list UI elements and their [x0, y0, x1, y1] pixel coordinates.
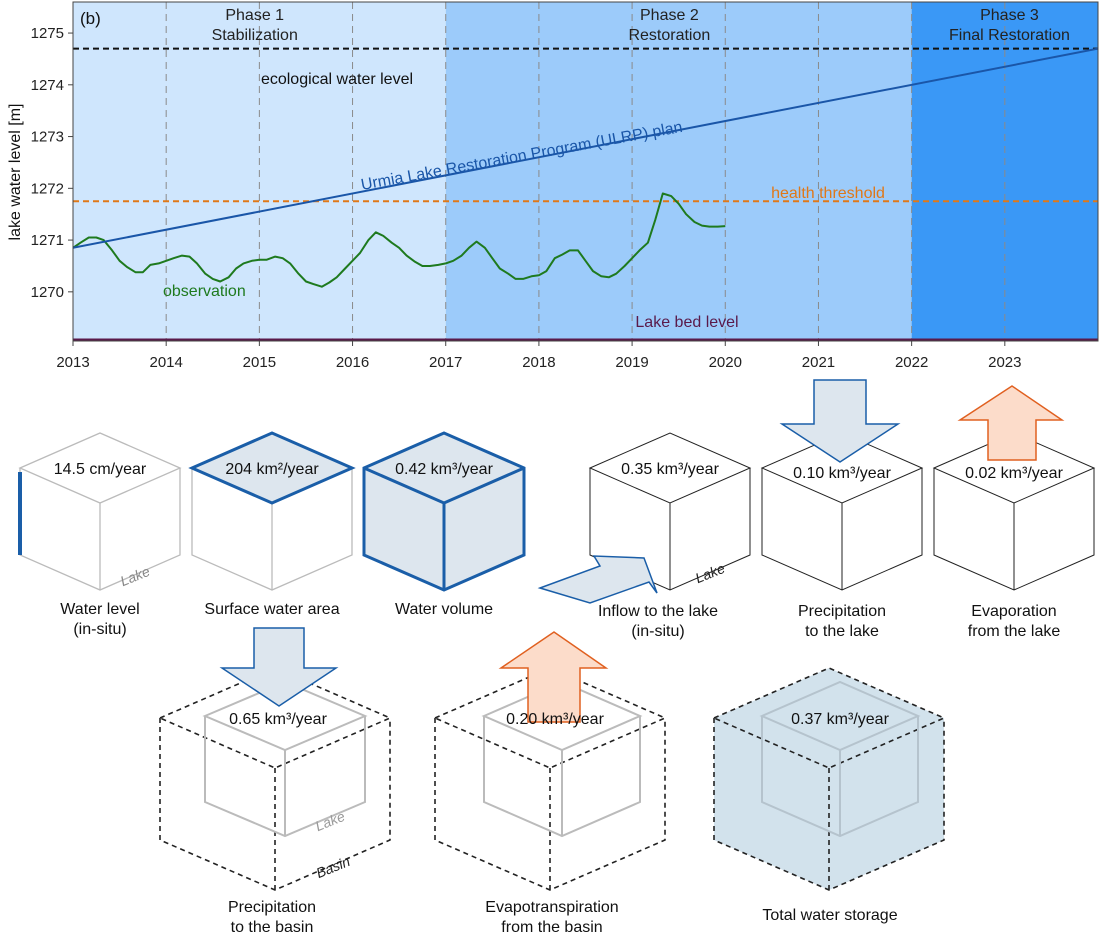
phase-1-subtitle: Stabilization: [212, 27, 298, 44]
x-tick-label: 2013: [56, 354, 89, 371]
total-storage-caption: Total water storage: [762, 907, 897, 924]
plot-frame: [72, 1, 1099, 342]
x-tick-label: 2016: [336, 354, 369, 371]
x-tick-label: 2021: [802, 354, 835, 371]
evapotrans-basin-value: 0.20 km³/year: [506, 711, 604, 728]
series-line-0: [73, 192, 726, 288]
evapotrans-basin-caption-1: Evapotranspiration: [485, 899, 618, 916]
water-level-caption-2: (in-situ): [73, 621, 126, 638]
evap-lake-arrow-icon: [957, 385, 1065, 461]
inflow-caption-1: Inflow to the lake: [598, 603, 718, 620]
water-volume-value: 0.42 km³/year: [395, 461, 493, 478]
water-level-cube: Lake: [18, 432, 182, 591]
x-tick-label: 2023: [988, 354, 1021, 371]
water-budget-diagram: Lake 14.5 cm/year Water level (in-situ) …: [18, 379, 1096, 936]
y-tick-label: 1274: [31, 77, 64, 94]
x-tick-label: 2022: [895, 354, 928, 371]
inflow-value: 0.35 km³/year: [621, 461, 719, 478]
total-storage-value: 0.37 km³/year: [791, 711, 889, 728]
phase-2-band: [445, 2, 912, 341]
surface-area-cube: [188, 431, 356, 591]
x-tick-label: 2014: [149, 354, 182, 371]
x-tick-label: 2017: [429, 354, 462, 371]
basin-lake-word: Lake: [313, 808, 347, 834]
y-tick-label: 1275: [31, 25, 64, 42]
y-tick-label: 1273: [31, 129, 64, 146]
precip-lake-arrow-icon: [779, 379, 901, 463]
phase-2-subtitle: Restoration: [628, 27, 710, 44]
phase-2-title: Phase 2: [640, 7, 699, 24]
phase-1-title: Phase 1: [225, 7, 284, 24]
y-tick-label: 1272: [31, 180, 64, 197]
ecological-level-label: ecological water level: [261, 71, 413, 88]
precip-lake-caption-2: to the lake: [805, 623, 879, 640]
surface-area-caption: Surface water area: [204, 601, 339, 618]
water-level-chart: 1270 1271 1272 1273 1274 1275 2013 2014 2015 201…: [7, 1, 1099, 371]
evap-lake-value: 0.02 km³/year: [965, 465, 1063, 482]
precip-basin-arrow-icon: [219, 627, 339, 707]
y-tick-label: 1270: [31, 284, 64, 301]
evap-lake-caption-1: Evaporation: [971, 603, 1056, 620]
lake-word: Lake: [118, 563, 152, 589]
series-line-1: [73, 47, 1098, 249]
inflow-caption-2: (in-situ): [631, 623, 684, 640]
water-level-value: 14.5 cm/year: [54, 461, 147, 478]
health-threshold-label: health threshold: [771, 185, 885, 202]
x-tick-label: 2019: [615, 354, 648, 371]
precip-basin-caption-1: Precipitation: [228, 899, 316, 916]
x-tick-label: 2015: [243, 354, 276, 371]
water-volume-caption: Water volume: [395, 601, 493, 618]
inflow-arrow-icon: [537, 555, 658, 604]
precip-lake-caption-1: Precipitation: [798, 603, 886, 620]
precip-basin-caption-2: to the basin: [231, 919, 314, 936]
phase-3-subtitle: Final Restoration: [949, 27, 1070, 44]
x-tick-label: 2018: [522, 354, 555, 371]
evap-lake-caption-2: from the lake: [968, 623, 1061, 640]
total-storage-cube: [711, 667, 947, 891]
basin-word: Basin: [314, 853, 353, 881]
water-level-caption-1: Water level: [60, 601, 139, 618]
evapotrans-basin-arrow-icon: [498, 631, 609, 723]
panel-label: (b): [80, 9, 101, 28]
precip-basin-value: 0.65 km³/year: [229, 711, 327, 728]
y-tick-label: 1271: [31, 232, 64, 249]
x-tick-label: 2020: [709, 354, 742, 371]
surface-area-value: 204 km²/year: [225, 461, 319, 478]
water-volume-cube: [362, 431, 526, 592]
y-axis-label: lake water level [m]: [7, 104, 24, 241]
phase-3-title: Phase 3: [980, 7, 1039, 24]
precip-lake-value: 0.10 km³/year: [793, 465, 891, 482]
lake-bed-label: Lake bed level: [635, 314, 738, 331]
inflow-lake-word: Lake: [693, 560, 727, 586]
evapotrans-basin-caption-2: from the basin: [501, 919, 602, 936]
observation-label: observation: [163, 283, 246, 300]
